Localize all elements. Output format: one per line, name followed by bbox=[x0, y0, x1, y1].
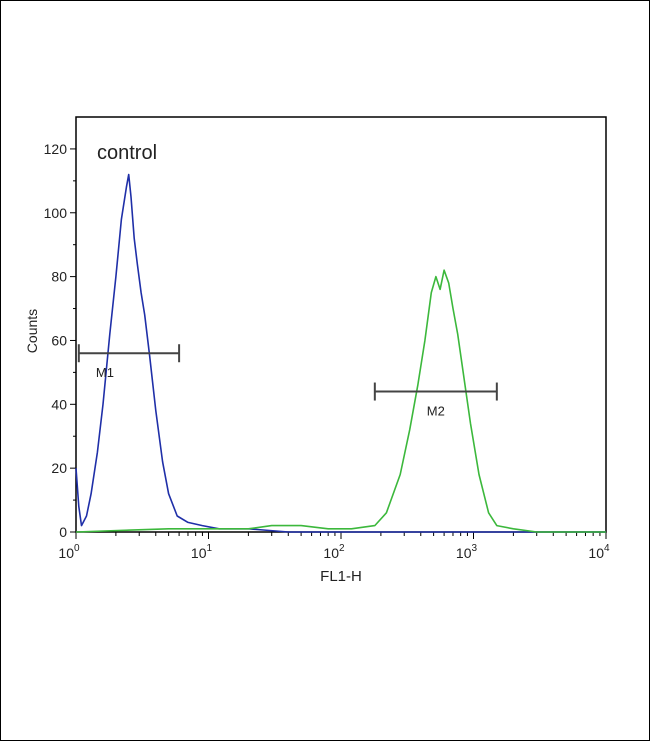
series-layer bbox=[75, 173, 606, 533]
x-tick-label: 101 bbox=[191, 543, 213, 561]
y-tick-label: 40 bbox=[51, 396, 67, 412]
y-axis-label: Counts bbox=[24, 309, 40, 353]
x-tick-label: 103 bbox=[456, 543, 478, 561]
y-tick-label: 0 bbox=[59, 524, 67, 540]
marker-m2-label: M2 bbox=[427, 404, 445, 419]
y-tick-label: 120 bbox=[44, 141, 68, 157]
x-tick-exponent: 1 bbox=[207, 543, 213, 554]
x-tick-exponent: 2 bbox=[339, 543, 345, 554]
x-tick-base: 10 bbox=[58, 545, 74, 561]
marker-m1-label: M1 bbox=[96, 365, 114, 380]
series-line-2 bbox=[75, 269, 606, 533]
x-tick-base: 10 bbox=[456, 545, 472, 561]
y-tick-label: 100 bbox=[44, 205, 68, 221]
y-tick-label: 80 bbox=[51, 269, 67, 285]
control-annotation: control bbox=[97, 142, 157, 164]
y-axis: 0 20 40 60 80 100 120 bbox=[44, 141, 76, 540]
x-axis: 100 101 102 103 104 bbox=[58, 532, 610, 561]
x-tick-label: 102 bbox=[323, 543, 345, 561]
y-tick-label: 20 bbox=[51, 460, 67, 476]
x-axis-label: FL1-H bbox=[320, 568, 362, 585]
y-tick-label: 60 bbox=[51, 332, 67, 348]
plot-area bbox=[75, 116, 607, 533]
x-tick-exponent: 3 bbox=[472, 543, 478, 554]
x-tick-exponent: 0 bbox=[74, 543, 80, 554]
x-tick-base: 10 bbox=[588, 545, 604, 561]
x-tick-base: 10 bbox=[323, 545, 339, 561]
x-tick-exponent: 4 bbox=[604, 543, 610, 554]
x-tick-label: 100 bbox=[58, 543, 80, 561]
x-tick-base: 10 bbox=[191, 545, 207, 561]
x-tick-label: 104 bbox=[588, 543, 610, 561]
marker-layer: M1 M2 bbox=[77, 344, 498, 419]
